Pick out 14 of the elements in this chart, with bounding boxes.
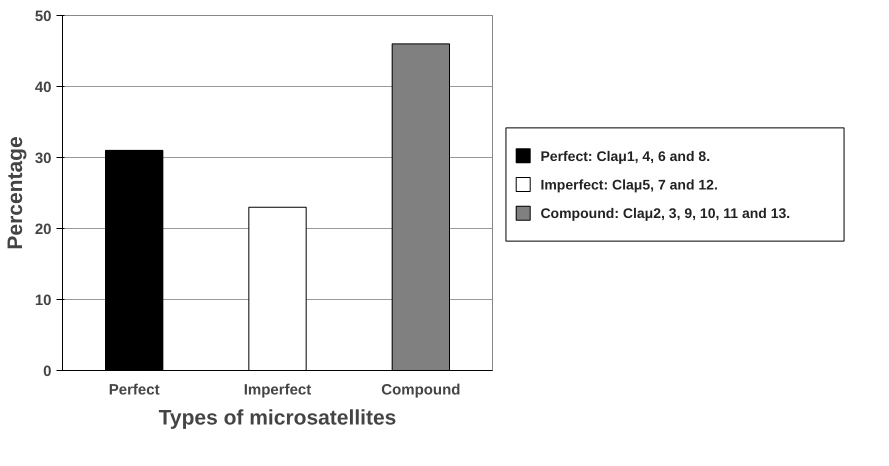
x-tick-label: Imperfect xyxy=(244,382,312,398)
legend-label: Imperfect: Claμ5, 7 and 12. xyxy=(540,176,718,192)
y-tick-label: 30 xyxy=(34,150,52,167)
y-tick-label: 20 xyxy=(34,221,52,238)
y-tick-label: 40 xyxy=(34,79,52,96)
legend-label: Perfect: Claμ1, 4, 6 and 8. xyxy=(540,148,710,164)
x-tick-label: Perfect xyxy=(108,382,160,398)
x-axis-title: Types of microsatellites xyxy=(158,406,396,430)
x-tick-label: Compound xyxy=(381,382,460,398)
y-tick-label: 10 xyxy=(34,292,52,309)
y-axis-title: Percentage xyxy=(4,136,27,250)
y-tick-label: 0 xyxy=(43,363,52,380)
y-tick-label: 50 xyxy=(34,8,52,25)
legend-label: Compound: Claμ2, 3, 9, 10, 11 and 13. xyxy=(540,205,790,222)
